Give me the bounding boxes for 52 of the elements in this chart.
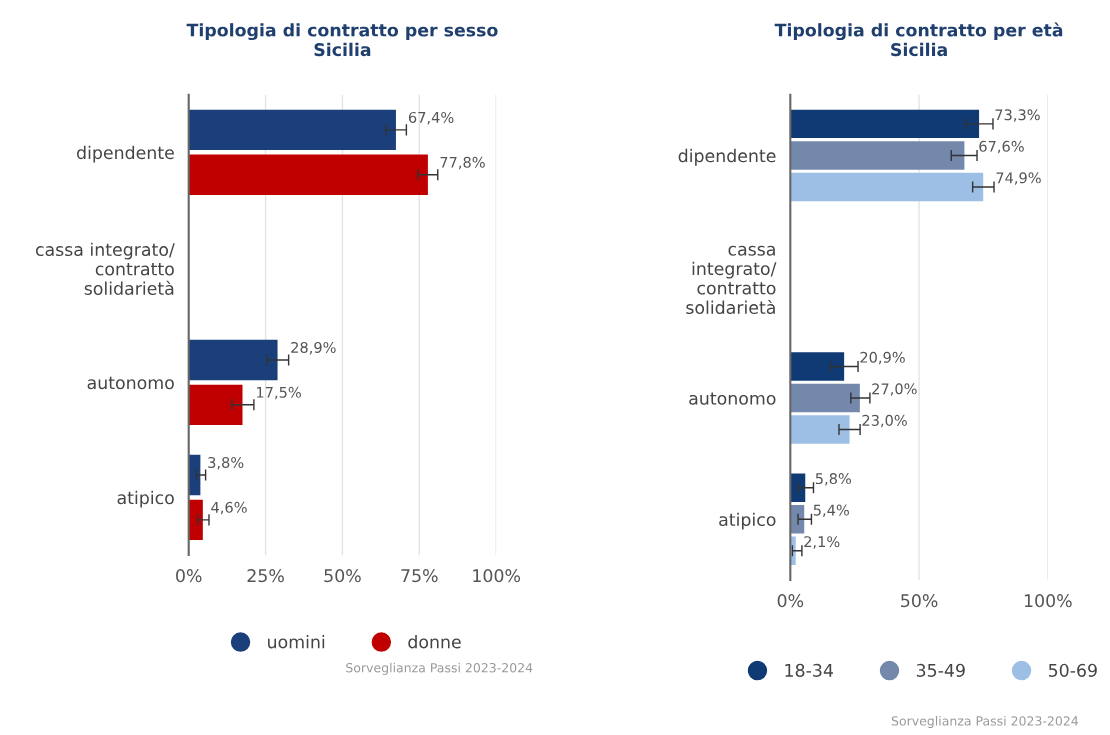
bar xyxy=(188,109,396,151)
legend-label: uomini xyxy=(268,634,325,649)
chart-title: Tipologia di contratto per età Sicilia xyxy=(774,22,1063,57)
legend-label: 50-69 xyxy=(1048,663,1097,677)
y-tick-label: dipendente xyxy=(678,148,776,166)
y-tick-label: autonomo xyxy=(87,376,174,390)
data-label: 3,8% xyxy=(208,456,244,470)
x-tick-label: 0% xyxy=(777,594,804,608)
x-tick-label: 0% xyxy=(176,569,202,583)
chart-title: Tipologia di contratto per sesso Sicilia xyxy=(186,23,498,57)
y-tick-label: cassa integrato/ contratto solidarietà xyxy=(686,245,777,315)
data-label: 4,6% xyxy=(211,501,247,515)
bar xyxy=(790,383,860,413)
data-label: 77,8% xyxy=(440,156,485,170)
bar xyxy=(790,109,980,139)
text: Sorveglianza Passi 2023-2024 xyxy=(346,662,533,675)
bar xyxy=(188,339,278,381)
bar xyxy=(790,473,806,502)
x-tick-label: 25% xyxy=(247,569,284,583)
y-tick-label: atipico xyxy=(719,512,776,530)
bar xyxy=(790,415,850,444)
data-label: 23,0% xyxy=(862,414,907,428)
data-label: 73,3% xyxy=(995,109,1040,122)
bar xyxy=(188,154,428,195)
data-label: 5,8% xyxy=(815,473,852,486)
bar xyxy=(790,172,984,202)
y-tick-label: atipico xyxy=(117,490,174,508)
y-tick-label: autonomo xyxy=(689,392,776,405)
data-label: 28,9% xyxy=(291,341,336,355)
data-label: 67,4% xyxy=(408,111,454,125)
y-tick-label: cassa integrato/ contratto solidarietà xyxy=(35,242,175,295)
bar xyxy=(188,499,203,541)
y-tick-label: dipendente xyxy=(77,145,174,163)
data-label: 27,0% xyxy=(872,383,917,396)
x-tick-label: 50% xyxy=(324,569,361,583)
bar xyxy=(790,352,845,381)
data-label: 17,5% xyxy=(257,386,301,400)
bar xyxy=(790,141,965,170)
data-label: 74,9% xyxy=(996,172,1041,185)
bar xyxy=(188,384,243,425)
data-label: 67,6% xyxy=(979,140,1024,154)
legend-label: donne xyxy=(408,634,461,649)
legend-label: 18-34 xyxy=(785,663,833,677)
data-label: 5,4% xyxy=(813,504,849,518)
legend-label: 35-49 xyxy=(916,663,965,677)
text: Sorveglianza Passi 2023-2024 xyxy=(891,715,1079,729)
x-tick-label: 100% xyxy=(473,569,521,583)
data-label: 2,1% xyxy=(804,536,840,549)
x-tick-label: 75% xyxy=(401,569,438,583)
x-tick-label: 100% xyxy=(1024,594,1072,608)
x-tick-label: 50% xyxy=(901,594,938,608)
data-label: 20,9% xyxy=(860,351,905,365)
